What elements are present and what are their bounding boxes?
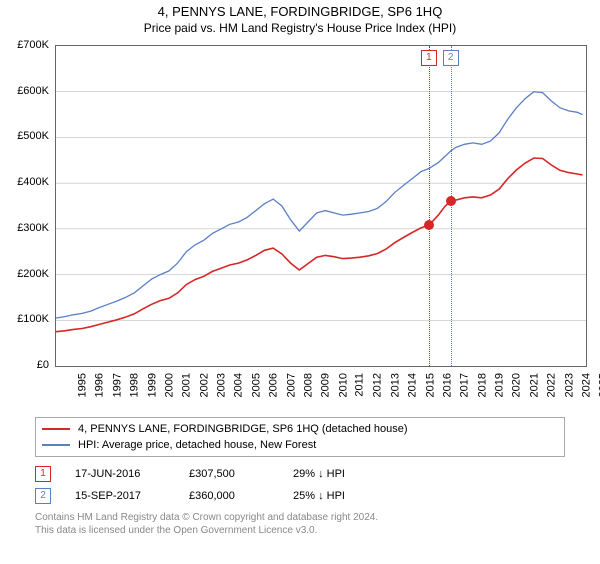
y-tick-label: £100K [5, 313, 49, 325]
chart-area: £0£100K£200K£300K£400K£500K£600K£700K 12… [5, 41, 595, 411]
x-tick-label: 1999 [146, 373, 158, 397]
footer-line-2: This data is licensed under the Open Gov… [35, 524, 565, 537]
sale-price: £307,500 [189, 468, 269, 480]
x-tick-label: 2011 [354, 373, 366, 397]
sale-point-marker [424, 220, 434, 230]
x-tick-label: 2021 [528, 373, 540, 397]
sale-row: 1 17-JUN-2016 £307,500 29% ↓ HPI [35, 463, 565, 485]
y-tick-label: £500K [5, 130, 49, 142]
sale-date: 17-JUN-2016 [75, 468, 165, 480]
x-tick-label: 2000 [163, 373, 175, 397]
x-tick-label: 2013 [389, 373, 401, 397]
x-tick-label: 2024 [580, 373, 592, 397]
legend-item-property: 4, PENNYS LANE, FORDINGBRIDGE, SP6 1HQ (… [42, 421, 558, 437]
x-tick-label: 2014 [407, 373, 419, 397]
legend-swatch-hpi [42, 444, 70, 446]
x-tick-label: 2015 [424, 373, 436, 397]
sale-marker-2: 2 [35, 488, 51, 504]
x-tick-label: 2018 [476, 373, 488, 397]
x-tick-label: 2017 [459, 373, 471, 397]
sale-price: £360,000 [189, 490, 269, 502]
x-tick-label: 2022 [546, 373, 558, 397]
callout-number: 2 [443, 50, 459, 66]
sale-row: 2 15-SEP-2017 £360,000 25% ↓ HPI [35, 485, 565, 507]
x-tick-label: 2019 [494, 373, 506, 397]
x-tick-label: 2016 [441, 373, 453, 397]
legend-swatch-property [42, 428, 70, 430]
sale-pct: 25% ↓ HPI [293, 490, 383, 502]
sale-point-marker [446, 196, 456, 206]
x-tick-label: 1995 [76, 373, 88, 397]
sales-table: 1 17-JUN-2016 £307,500 29% ↓ HPI 2 15-SE… [35, 463, 565, 507]
x-tick-label: 2012 [372, 373, 384, 397]
series-hpi [56, 92, 583, 318]
x-tick-label: 2009 [320, 373, 332, 397]
chart-subtitle: Price paid vs. HM Land Registry's House … [0, 21, 600, 35]
footer-line-1: Contains HM Land Registry data © Crown c… [35, 511, 565, 524]
series-property [56, 158, 583, 332]
x-tick-label: 2007 [285, 373, 297, 397]
sale-date: 15-SEP-2017 [75, 490, 165, 502]
y-tick-label: £400K [5, 176, 49, 188]
x-tick-label: 2008 [302, 373, 314, 397]
x-tick-label: 2002 [198, 373, 210, 397]
x-tick-label: 2020 [511, 373, 523, 397]
y-tick-label: £600K [5, 85, 49, 97]
y-tick-label: £200K [5, 268, 49, 280]
chart-svg [56, 46, 586, 366]
legend-item-hpi: HPI: Average price, detached house, New … [42, 437, 558, 453]
callout-number: 1 [421, 50, 437, 66]
sale-marker-1: 1 [35, 466, 51, 482]
x-tick-label: 2005 [250, 373, 262, 397]
legend-label-property: 4, PENNYS LANE, FORDINGBRIDGE, SP6 1HQ (… [78, 423, 408, 435]
y-tick-label: £700K [5, 39, 49, 51]
x-tick-label: 1997 [111, 373, 123, 397]
callout-line [429, 46, 430, 366]
x-tick-label: 2023 [563, 373, 575, 397]
x-tick-label: 2010 [337, 373, 349, 397]
x-tick-label: 2004 [233, 373, 245, 397]
legend: 4, PENNYS LANE, FORDINGBRIDGE, SP6 1HQ (… [35, 417, 565, 457]
y-tick-label: £300K [5, 222, 49, 234]
chart-title: 4, PENNYS LANE, FORDINGBRIDGE, SP6 1HQ [0, 4, 600, 19]
x-tick-label: 1996 [94, 373, 106, 397]
legend-label-hpi: HPI: Average price, detached house, New … [78, 439, 316, 451]
sale-pct: 29% ↓ HPI [293, 468, 383, 480]
x-tick-label: 2006 [268, 373, 280, 397]
plot-region: 12 [55, 45, 587, 367]
footer: Contains HM Land Registry data © Crown c… [35, 511, 565, 537]
x-tick-label: 1998 [129, 373, 141, 397]
y-tick-label: £0 [5, 359, 49, 371]
x-tick-label: 2003 [216, 373, 228, 397]
x-tick-label: 2001 [181, 373, 193, 397]
